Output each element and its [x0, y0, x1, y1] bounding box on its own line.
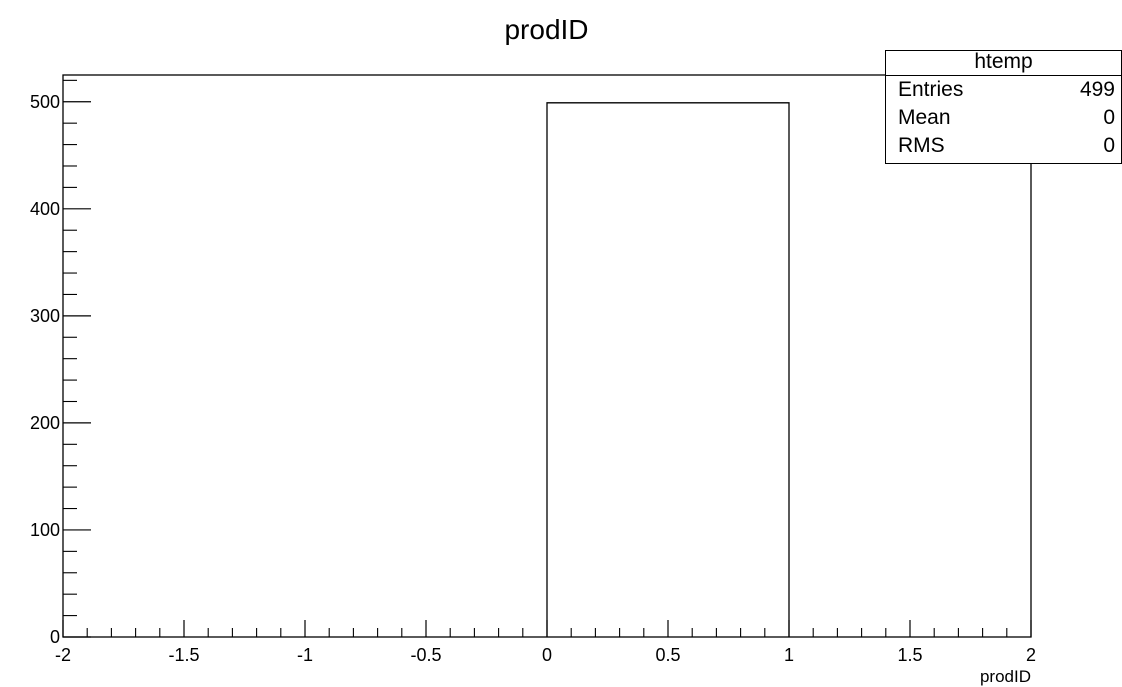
- x-tick-label: 2: [1026, 645, 1036, 665]
- stats-label: Mean: [898, 106, 951, 129]
- x-axis-title: prodID: [980, 667, 1031, 686]
- x-tick-label: 1: [784, 645, 794, 665]
- stats-box-name: htemp: [886, 51, 1121, 76]
- y-tick-label: 100: [30, 520, 60, 540]
- stats-row-mean: Mean 0: [886, 104, 1121, 132]
- x-tick-label: -2: [55, 645, 71, 665]
- stats-label: RMS: [898, 134, 945, 157]
- stats-box: htemp Entries 499 Mean 0 RMS 0: [885, 50, 1122, 164]
- x-tick-label: -1.5: [168, 645, 199, 665]
- x-tick-label: -0.5: [410, 645, 441, 665]
- chart-title: prodID: [504, 14, 589, 45]
- stats-row-rms: RMS 0: [886, 132, 1121, 160]
- y-tick-label: 400: [30, 199, 60, 219]
- x-tick-label: 0.5: [655, 645, 680, 665]
- y-tick-label: 0: [50, 627, 60, 647]
- stats-row-entries: Entries 499: [886, 76, 1121, 104]
- y-tick-label: 500: [30, 92, 60, 112]
- y-tick-label: 300: [30, 306, 60, 326]
- histogram-bar: [546, 102, 790, 637]
- x-tick-label: -1: [297, 645, 313, 665]
- x-tick-label: 0: [542, 645, 552, 665]
- x-tick-label: 1.5: [897, 645, 922, 665]
- stats-value: 499: [1079, 78, 1115, 101]
- stats-value: 0: [1103, 134, 1115, 157]
- stats-value: 0: [1103, 106, 1115, 129]
- stats-label: Entries: [898, 78, 964, 101]
- y-tick-label: 200: [30, 413, 60, 433]
